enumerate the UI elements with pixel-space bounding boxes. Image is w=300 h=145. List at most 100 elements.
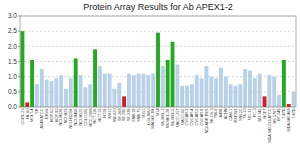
x-tick-label: MDA-MB-468 — [287, 109, 291, 132]
x-tick-label: NCI-H23 — [64, 109, 68, 124]
x-tick-label: UACC-62 — [181, 109, 185, 125]
bar — [180, 86, 184, 107]
bar — [146, 75, 150, 107]
bar — [108, 74, 112, 107]
bar — [243, 69, 247, 107]
bar — [54, 78, 58, 107]
bar — [142, 74, 146, 107]
x-tick-label: SF-268 — [118, 109, 122, 121]
bar — [238, 84, 242, 107]
bar — [234, 86, 238, 107]
x-tick-label: KM12 — [108, 109, 112, 119]
x-tick-label: DU-145 — [258, 109, 262, 122]
x-tick-label: MCF7 — [263, 109, 267, 119]
x-tick-label: SNB-19 — [132, 109, 136, 122]
bar — [175, 65, 179, 107]
x-tick-label: LOX IMVI — [147, 109, 151, 125]
x-tick-label: SK-OV-3 — [210, 109, 214, 124]
y-tick-label: 1.0 — [8, 73, 17, 80]
bar — [59, 75, 63, 107]
bar — [83, 87, 87, 107]
bar — [214, 78, 218, 107]
x-tick-label: SK-MEL-5 — [171, 109, 175, 127]
title: Protein Array Results for Ab APEX1-2 — [83, 2, 233, 12]
plot-frame — [20, 16, 296, 107]
bar — [156, 33, 160, 107]
bar — [117, 83, 121, 107]
y-tick-label: 2.0 — [8, 43, 17, 50]
bar — [25, 102, 29, 107]
y-tick-label: 3.0 — [8, 12, 17, 19]
bar — [258, 74, 262, 107]
x-tick-label: NCI-H226 — [59, 109, 63, 126]
bar — [64, 89, 68, 107]
chart: Protein Array Results for Ab APEX1-20.00… — [0, 0, 300, 145]
grid-line — [20, 31, 296, 32]
x-tick-label: SNB-75 — [137, 109, 141, 122]
bar — [292, 92, 296, 107]
bar — [137, 74, 141, 107]
x-tick-label: NCI-H460 — [74, 109, 78, 126]
bar — [122, 96, 126, 107]
x-tick-label: CAKI-1 — [229, 109, 233, 121]
bar — [185, 86, 189, 107]
bar — [248, 71, 252, 107]
x-tick-label: A498 — [219, 109, 223, 118]
bar — [93, 49, 97, 107]
x-tick-label: M14 — [156, 109, 160, 116]
bar — [20, 31, 24, 107]
x-tick-label: MOLT-4 — [30, 109, 34, 122]
x-tick-label: MALME-3M — [151, 109, 155, 129]
x-tick-label: UO-31 — [248, 108, 252, 119]
bar — [79, 75, 83, 107]
x-tick-label: MDA-MB-231/ATCC — [268, 108, 272, 142]
x-tick-label: SN12C — [239, 108, 243, 120]
x-tick-label: HOP-62 — [50, 109, 54, 123]
bar — [263, 96, 267, 107]
bar — [69, 78, 73, 107]
bar — [103, 74, 107, 107]
x-tick-label: SF-295 — [122, 109, 126, 121]
x-tick-label: BT-549 — [277, 109, 281, 121]
x-tick-label: SF-539 — [127, 109, 131, 121]
bar — [161, 66, 165, 107]
bar — [127, 74, 131, 107]
x-tick-label: NCI-H322M — [69, 109, 73, 129]
x-tick-label: HL-60 — [26, 109, 30, 119]
bar — [88, 84, 92, 107]
x-tick-label: OVCAR-5 — [195, 109, 199, 126]
x-tick-label: T-47D — [292, 108, 296, 119]
bar — [267, 75, 271, 107]
bar — [272, 77, 276, 107]
x-tick-label: RXF393 — [234, 109, 238, 123]
bar — [50, 81, 54, 107]
bar — [287, 104, 291, 107]
x-tick-label: HCT-116 — [93, 109, 97, 124]
bar — [171, 42, 175, 107]
bar — [40, 69, 44, 107]
bar — [112, 89, 116, 107]
x-tick-label: SK-MEL-2 — [161, 109, 165, 127]
bar — [224, 77, 228, 107]
bar — [30, 60, 34, 107]
x-tick-label: HCT-15 — [98, 109, 102, 122]
y-tick-label: 0.5 — [8, 88, 17, 95]
x-tick-label: COLO205 — [84, 109, 88, 126]
x-tick-label: NCI/ADR-RES — [205, 108, 209, 133]
x-tick-label: T-47D — [282, 108, 286, 119]
x-tick-label: OVCAR-4 — [190, 109, 194, 126]
bar — [277, 95, 281, 107]
x-tick-label: OVCAR-8 — [200, 109, 204, 126]
x-tick-label: EKVX — [45, 108, 49, 119]
x-tick-label: PC-3 — [253, 109, 257, 118]
grid — [20, 16, 296, 107]
x-tick-label: OVCAR-3 — [185, 109, 189, 126]
bar — [190, 84, 194, 107]
x-tick-label: HOP-92 — [55, 109, 59, 123]
x-tick-label: SK-MEL-28 — [166, 109, 170, 129]
y-tick-label: 1.5 — [8, 58, 17, 65]
bars — [20, 31, 295, 107]
bar — [200, 78, 204, 107]
bar — [219, 68, 223, 107]
bar — [229, 84, 233, 107]
